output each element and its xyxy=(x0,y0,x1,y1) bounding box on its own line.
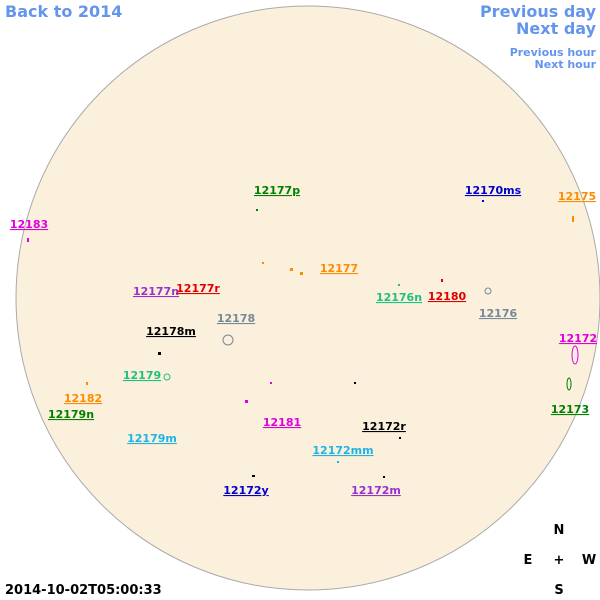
previous-day-link[interactable]: Previous day xyxy=(480,2,597,21)
region-label[interactable]: 12179 xyxy=(123,369,161,382)
compass-center: + xyxy=(554,553,565,568)
region-label[interactable]: 12179m xyxy=(127,432,177,445)
region-label[interactable]: 12178m xyxy=(146,325,196,338)
timestamp: 2014-10-02T05:00:33 xyxy=(5,583,162,598)
region-label[interactable]: 12183 xyxy=(10,218,48,231)
region-label[interactable]: 12172 xyxy=(559,332,597,345)
back-link[interactable]: Back to 2014 xyxy=(5,2,122,21)
region-label[interactable]: 12177 xyxy=(320,262,358,275)
region-label[interactable]: 12180 xyxy=(428,290,467,303)
region-label[interactable]: 12173 xyxy=(551,403,589,416)
next-day-link[interactable]: Next day xyxy=(516,19,597,38)
compass-east: E xyxy=(524,553,533,568)
region-label[interactable]: 12172y xyxy=(223,484,268,497)
region-label[interactable]: 12182 xyxy=(64,392,102,405)
region-label[interactable]: 12172m xyxy=(351,484,401,497)
previous-hour-link[interactable]: Previous hour xyxy=(510,46,597,59)
region-label[interactable]: 12172r xyxy=(362,420,406,433)
region-label[interactable]: 12177r xyxy=(176,282,220,295)
region-label[interactable]: 12181 xyxy=(263,416,301,429)
region-label[interactable]: 12175 xyxy=(558,190,596,203)
region-label[interactable]: 12177p xyxy=(254,184,300,197)
region-label[interactable]: 12172mm xyxy=(312,444,373,457)
spot-marks xyxy=(27,200,579,478)
region-label[interactable]: 12177n xyxy=(133,285,179,298)
compass-south: S xyxy=(554,583,563,598)
region-labels: 12177p 12170ms 12175 12183 12177 12176n 12180 1… xyxy=(10,184,597,497)
region-label[interactable]: 12178 xyxy=(217,312,255,325)
region-label[interactable]: 12179n xyxy=(48,408,94,421)
compass-west: W xyxy=(582,553,596,568)
solar-disk xyxy=(15,5,600,591)
region-label[interactable]: 12176 xyxy=(479,307,518,320)
next-hour-link[interactable]: Next hour xyxy=(535,58,597,71)
region-label[interactable]: 12170ms xyxy=(465,184,522,197)
compass-north: N xyxy=(554,523,565,538)
region-label[interactable]: 12176n xyxy=(376,291,422,304)
